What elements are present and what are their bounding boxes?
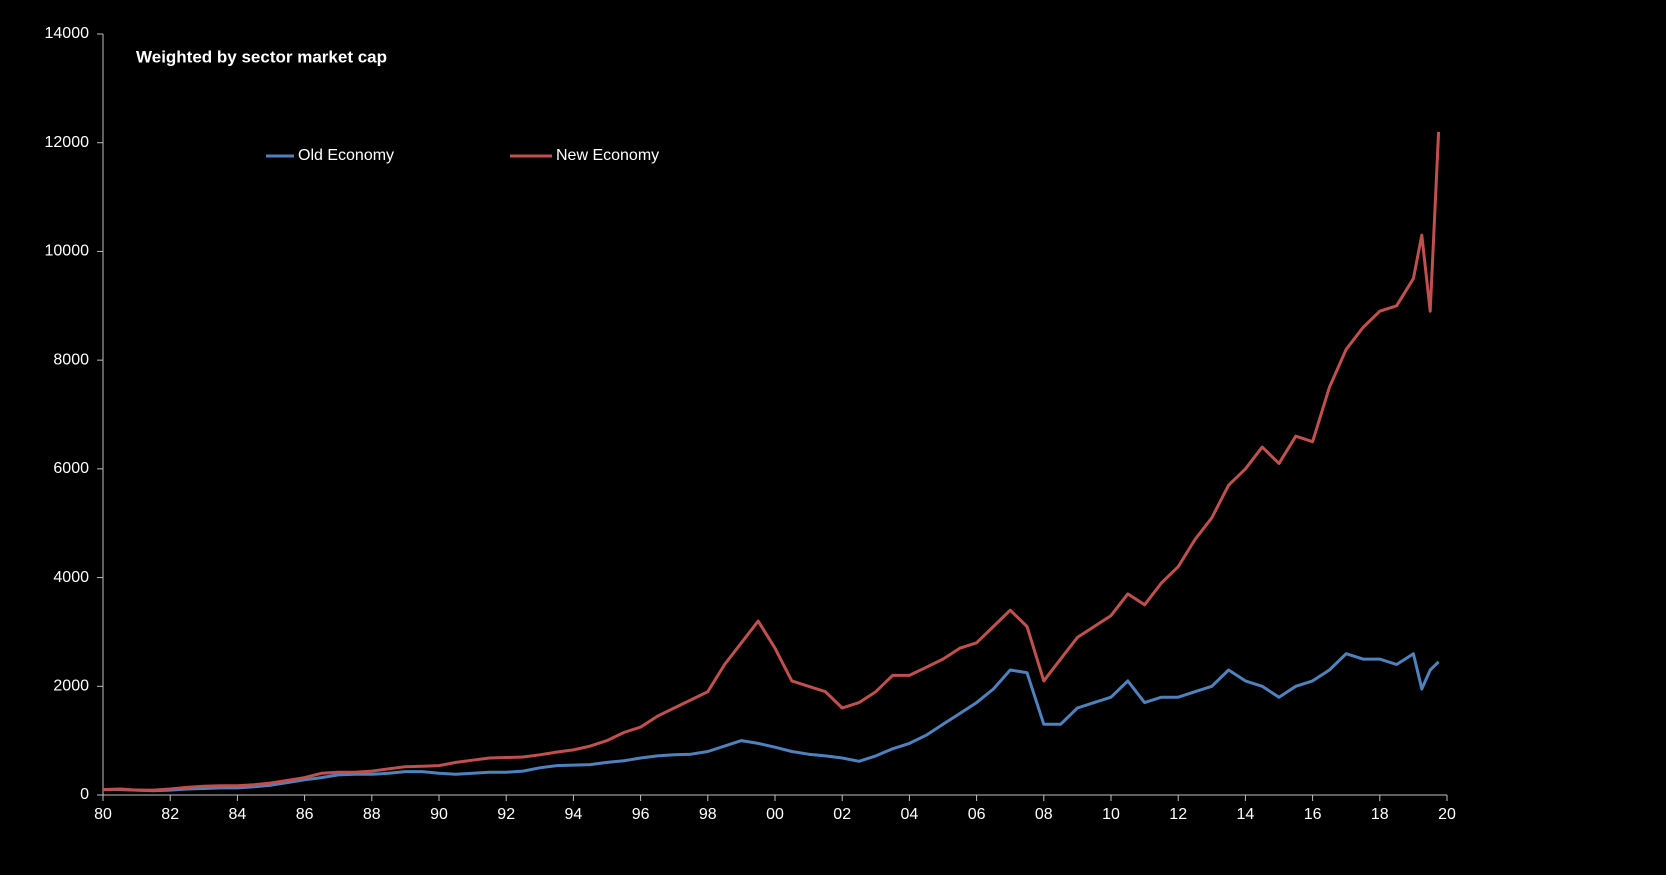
x-tick-label: 90 bbox=[430, 806, 448, 823]
x-tick-label: 14 bbox=[1237, 806, 1255, 823]
x-tick-label: 84 bbox=[229, 806, 247, 823]
chart-title: Weighted by sector market cap bbox=[136, 47, 387, 66]
x-tick-label: 92 bbox=[497, 806, 515, 823]
x-tick-label: 06 bbox=[968, 806, 986, 823]
y-tick-label: 6000 bbox=[53, 460, 89, 477]
x-tick-label: 94 bbox=[565, 806, 583, 823]
x-tick-label: 12 bbox=[1169, 806, 1187, 823]
x-tick-label: 82 bbox=[161, 806, 179, 823]
y-tick-label: 2000 bbox=[53, 678, 89, 695]
x-tick-label: 10 bbox=[1102, 806, 1120, 823]
y-tick-label: 0 bbox=[80, 786, 89, 803]
x-tick-label: 96 bbox=[632, 806, 650, 823]
y-tick-label: 8000 bbox=[53, 351, 89, 368]
x-tick-label: 98 bbox=[699, 806, 717, 823]
legend-label: New Economy bbox=[556, 147, 659, 164]
x-tick-label: 04 bbox=[901, 806, 919, 823]
x-tick-label: 16 bbox=[1304, 806, 1322, 823]
x-tick-label: 20 bbox=[1438, 806, 1456, 823]
x-tick-label: 02 bbox=[833, 806, 851, 823]
y-tick-label: 12000 bbox=[45, 134, 90, 151]
x-tick-label: 08 bbox=[1035, 806, 1053, 823]
x-tick-label: 18 bbox=[1371, 806, 1389, 823]
y-tick-label: 4000 bbox=[53, 569, 89, 586]
line-series bbox=[103, 652, 1440, 793]
y-tick-label: 14000 bbox=[45, 25, 90, 42]
y-tick-label: 10000 bbox=[45, 243, 90, 260]
x-tick-label: 88 bbox=[363, 806, 381, 823]
line-series bbox=[102, 131, 1441, 792]
legend-label: Old Economy bbox=[298, 147, 394, 164]
x-tick-label: 00 bbox=[766, 806, 784, 823]
x-tick-label: 86 bbox=[296, 806, 314, 823]
x-tick-label: 80 bbox=[94, 806, 112, 823]
